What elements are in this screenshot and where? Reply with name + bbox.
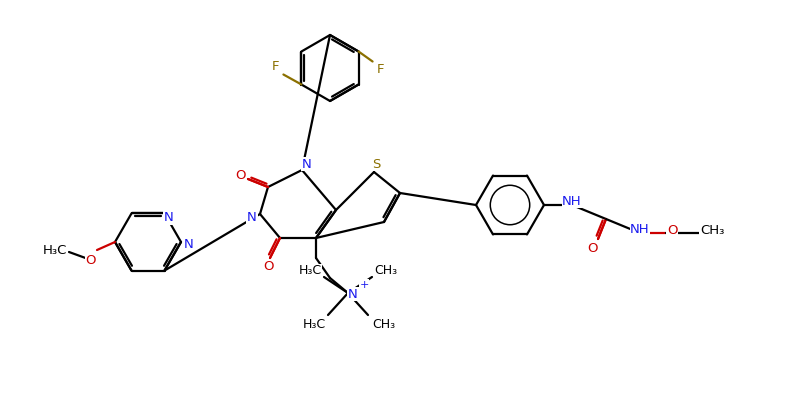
Text: +: + xyxy=(359,280,369,290)
Text: CH₃: CH₃ xyxy=(373,318,395,331)
Text: F: F xyxy=(376,63,384,76)
Text: O: O xyxy=(263,260,274,273)
Text: N: N xyxy=(184,238,194,251)
Text: N: N xyxy=(247,210,257,223)
Text: N: N xyxy=(302,158,312,171)
Text: H₃C: H₃C xyxy=(303,318,325,331)
Text: S: S xyxy=(372,158,380,171)
Text: NH: NH xyxy=(630,223,650,236)
Text: F: F xyxy=(272,60,279,73)
Text: CH₃: CH₃ xyxy=(700,223,724,236)
Text: N: N xyxy=(348,288,358,301)
Text: O: O xyxy=(667,223,678,236)
Text: O: O xyxy=(235,169,245,182)
Text: O: O xyxy=(86,253,96,266)
Text: O: O xyxy=(588,242,598,255)
Text: CH₃: CH₃ xyxy=(374,264,398,277)
Text: H₃C: H₃C xyxy=(299,264,321,277)
Text: NH: NH xyxy=(562,195,582,208)
Text: N: N xyxy=(163,211,174,224)
Text: H₃C: H₃C xyxy=(42,243,67,256)
